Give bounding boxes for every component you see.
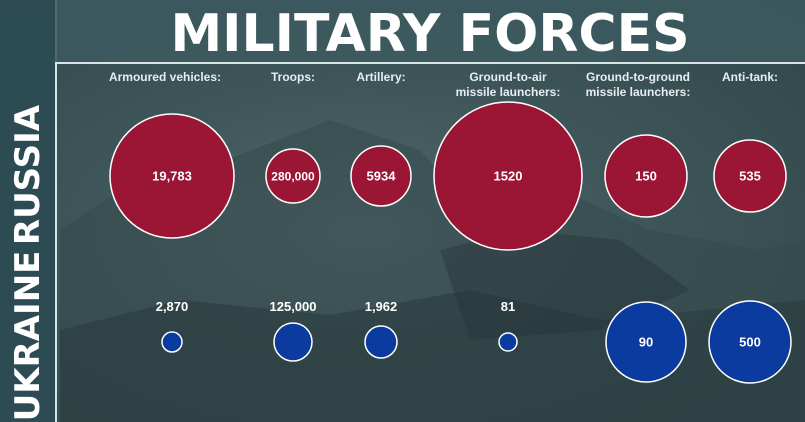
- bubble-russia-0: [109, 113, 235, 239]
- value-label-russia-4: 150: [635, 169, 657, 184]
- category-label-anti-tank: Anti-tank:: [722, 70, 778, 84]
- value-label-russia-1: 280,000: [271, 170, 315, 184]
- value-label-ukraine-2: 1,962: [365, 299, 398, 314]
- value-label-ukraine-3: 81: [501, 299, 515, 314]
- value-label-ukraine-5: 500: [739, 335, 761, 350]
- category-label-armoured-vehicles: Armoured vehicles:: [108, 70, 222, 84]
- bubble-russia-5: [713, 139, 787, 213]
- page-title: MILITARY FORCES: [170, 4, 690, 64]
- bubble-ukraine-4: [605, 301, 687, 383]
- bubble-ukraine-1: [273, 322, 313, 362]
- bubble-russia-4: [604, 134, 688, 218]
- category-label-ground-to-ground: Ground-to-ground missile launchers:: [585, 70, 691, 99]
- bubble-russia-2: [350, 145, 412, 207]
- value-label-ukraine-1: 125,000: [270, 299, 317, 314]
- bubble-russia-3: [433, 101, 583, 251]
- bubble-ukraine-3: [498, 332, 518, 352]
- bubble-ukraine-2: [364, 325, 398, 359]
- category-label-troops: Troops:: [271, 70, 315, 84]
- value-label-russia-2: 5934: [367, 169, 397, 184]
- category-label-artillery: Artillery:: [356, 70, 406, 84]
- bubble-ukraine-5: [708, 300, 792, 384]
- value-label-russia-3: 1520: [494, 169, 523, 184]
- bubble-russia-1: [265, 148, 321, 204]
- row-label-band: [0, 0, 57, 422]
- value-label-russia-5: 535: [739, 169, 761, 184]
- value-label-ukraine-4: 90: [639, 335, 653, 350]
- category-label-ground-to-air: Ground-to-air missile launchers:: [455, 70, 561, 99]
- value-label-russia-0: 19,783: [152, 169, 192, 184]
- value-label-ukraine-0: 2,870: [156, 299, 189, 314]
- title-band: [55, 0, 805, 64]
- bubble-ukraine-0: [161, 331, 183, 353]
